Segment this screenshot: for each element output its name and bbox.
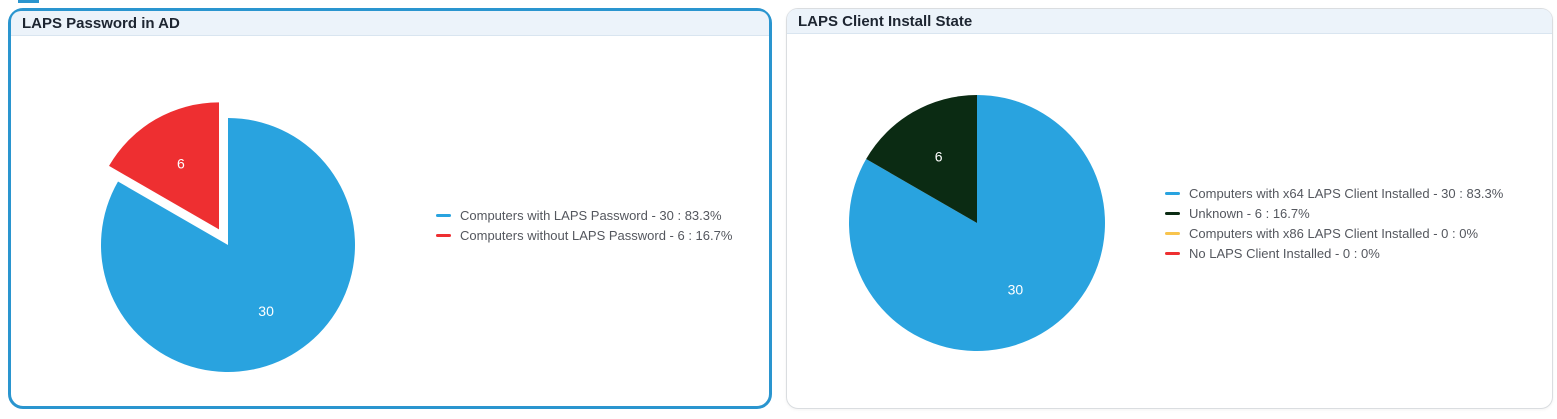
- legend-item-without-laps-password[interactable]: Computers without LAPS Password - 6 : 16…: [436, 225, 732, 245]
- panel-header: LAPS Client Install State: [787, 9, 1552, 34]
- legend-marker-icon: [1165, 211, 1180, 215]
- cropped-panel-border-artifact: [18, 0, 39, 3]
- legend-item-x86-installed[interactable]: Computers with x86 LAPS Client Installed…: [1165, 223, 1503, 243]
- legend-label: Computers with x64 LAPS Client Installed…: [1189, 185, 1504, 201]
- panel-body: 30 6 Computers with LAPS Password - 30 : …: [11, 36, 769, 406]
- pie-slice-label: 6: [935, 148, 943, 164]
- panel-header: LAPS Password in AD: [11, 11, 769, 36]
- legend-label: Computers with LAPS Password - 30 : 83.3…: [460, 207, 722, 223]
- legend-item-unknown[interactable]: Unknown - 6 : 16.7%: [1165, 203, 1503, 223]
- panel-title: LAPS Password in AD: [22, 14, 180, 32]
- chart-legend: Computers with LAPS Password - 30 : 83.3…: [436, 205, 732, 245]
- legend-marker-icon: [1165, 251, 1180, 255]
- legend-label: No LAPS Client Installed - 0 : 0%: [1189, 245, 1380, 261]
- pie-chart-laps-client-install-state: 30 6: [849, 95, 1105, 351]
- legend-label: Computers without LAPS Password - 6 : 16…: [460, 227, 733, 243]
- legend-label: Computers with x86 LAPS Client Installed…: [1189, 225, 1479, 241]
- legend-item-with-laps-password[interactable]: Computers with LAPS Password - 30 : 83.3…: [436, 205, 732, 225]
- legend-marker-icon: [1165, 231, 1180, 235]
- pie-slice-label: 30: [258, 303, 274, 319]
- legend-label: Unknown - 6 : 16.7%: [1189, 205, 1310, 221]
- panel-laps-password-in-ad[interactable]: LAPS Password in AD 30 6 Computers with L…: [8, 8, 772, 409]
- pie-slice-0[interactable]: [100, 118, 355, 372]
- pie-slice-label: 6: [177, 155, 185, 171]
- pie-slice-1[interactable]: [866, 95, 977, 223]
- panel-laps-client-install-state[interactable]: LAPS Client Install State 30 6 Computers …: [786, 8, 1553, 409]
- pie-chart-laps-password: 30 6: [100, 102, 355, 372]
- pie-slice-1[interactable]: [109, 102, 219, 230]
- pie-slice-label: 30: [1008, 282, 1024, 298]
- chart-legend: Computers with x64 LAPS Client Installed…: [1165, 183, 1503, 263]
- legend-marker-icon: [436, 233, 451, 237]
- panel-title: LAPS Client Install State: [798, 12, 973, 30]
- legend-item-no-client[interactable]: No LAPS Client Installed - 0 : 0%: [1165, 243, 1503, 263]
- panel-body: 30 6 Computers with x64 LAPS Client Insta…: [787, 34, 1552, 408]
- legend-item-x64-installed[interactable]: Computers with x64 LAPS Client Installed…: [1165, 183, 1503, 203]
- legend-marker-icon: [436, 213, 451, 217]
- legend-marker-icon: [1165, 191, 1180, 195]
